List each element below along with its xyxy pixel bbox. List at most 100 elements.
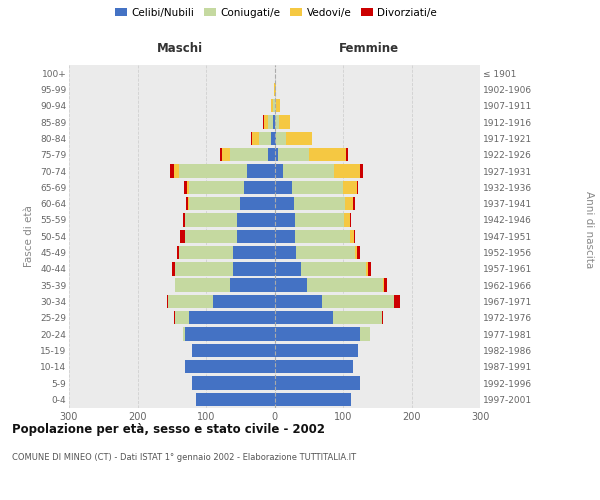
- Text: Femmine: Femmine: [339, 42, 399, 54]
- Text: COMUNE DI MINEO (CT) - Dati ISTAT 1° gennaio 2002 - Elaborazione TUTTITALIA.IT: COMUNE DI MINEO (CT) - Dati ISTAT 1° gen…: [12, 452, 356, 462]
- Bar: [247, 164, 275, 177]
- Bar: [275, 311, 333, 324]
- Bar: [334, 164, 360, 177]
- Bar: [354, 230, 355, 243]
- Bar: [275, 214, 295, 226]
- Bar: [268, 116, 273, 129]
- Bar: [383, 278, 384, 292]
- Bar: [275, 132, 276, 145]
- Bar: [220, 148, 222, 162]
- Bar: [275, 180, 292, 194]
- Bar: [183, 214, 185, 226]
- Bar: [275, 376, 360, 390]
- Bar: [189, 180, 244, 194]
- Bar: [268, 148, 275, 162]
- Bar: [276, 99, 280, 112]
- Bar: [271, 99, 273, 112]
- Bar: [346, 148, 348, 162]
- Bar: [175, 311, 189, 324]
- Bar: [356, 180, 358, 194]
- Bar: [175, 262, 233, 276]
- Bar: [344, 214, 350, 226]
- Bar: [271, 132, 275, 145]
- Bar: [275, 99, 276, 112]
- Bar: [358, 246, 360, 259]
- Bar: [283, 164, 334, 177]
- Bar: [276, 132, 286, 145]
- Bar: [275, 116, 279, 129]
- Bar: [296, 246, 355, 259]
- Bar: [193, 376, 275, 390]
- Bar: [167, 295, 169, 308]
- Bar: [365, 262, 368, 276]
- Bar: [185, 214, 237, 226]
- Bar: [170, 164, 174, 177]
- Bar: [179, 164, 247, 177]
- Bar: [360, 164, 363, 177]
- Bar: [263, 116, 268, 129]
- Bar: [274, 83, 275, 96]
- Bar: [322, 295, 394, 308]
- Legend: Celibi/Nubili, Coniugati/e, Vedovi/e, Divorziati/e: Celibi/Nubili, Coniugati/e, Vedovi/e, Di…: [115, 8, 437, 18]
- Bar: [355, 246, 358, 259]
- Bar: [293, 197, 345, 210]
- Bar: [251, 132, 252, 145]
- Bar: [177, 246, 179, 259]
- Bar: [184, 180, 187, 194]
- Bar: [278, 148, 309, 162]
- Bar: [275, 344, 358, 357]
- Bar: [384, 278, 387, 292]
- Bar: [185, 360, 275, 374]
- Bar: [275, 197, 293, 210]
- Bar: [188, 197, 189, 210]
- Bar: [179, 246, 233, 259]
- Bar: [360, 328, 370, 341]
- Bar: [196, 392, 275, 406]
- Bar: [233, 246, 275, 259]
- Bar: [230, 148, 268, 162]
- Bar: [345, 197, 353, 210]
- Bar: [275, 328, 360, 341]
- Bar: [233, 262, 275, 276]
- Bar: [185, 328, 275, 341]
- Bar: [172, 262, 175, 276]
- Bar: [295, 230, 350, 243]
- Bar: [309, 148, 346, 162]
- Bar: [174, 164, 179, 177]
- Bar: [275, 148, 278, 162]
- Bar: [275, 360, 353, 374]
- Bar: [350, 214, 351, 226]
- Bar: [275, 295, 322, 308]
- Text: Popolazione per età, sesso e stato civile - 2002: Popolazione per età, sesso e stato civil…: [12, 422, 325, 436]
- Bar: [187, 180, 189, 194]
- Bar: [382, 311, 383, 324]
- Bar: [193, 344, 275, 357]
- Text: Maschi: Maschi: [157, 42, 203, 54]
- Bar: [275, 392, 351, 406]
- Bar: [244, 180, 275, 194]
- Bar: [252, 132, 259, 145]
- Bar: [273, 99, 275, 112]
- Bar: [301, 262, 365, 276]
- Bar: [275, 83, 276, 96]
- Bar: [273, 116, 275, 129]
- Bar: [184, 328, 185, 341]
- Bar: [175, 278, 230, 292]
- Bar: [286, 132, 312, 145]
- Bar: [237, 230, 275, 243]
- Bar: [186, 197, 188, 210]
- Bar: [222, 148, 230, 162]
- Bar: [230, 278, 275, 292]
- Bar: [275, 164, 283, 177]
- Bar: [240, 197, 275, 210]
- Bar: [174, 311, 175, 324]
- Bar: [343, 180, 356, 194]
- Bar: [185, 230, 237, 243]
- Bar: [368, 262, 371, 276]
- Bar: [275, 230, 295, 243]
- Bar: [333, 311, 382, 324]
- Bar: [279, 116, 290, 129]
- Bar: [275, 278, 307, 292]
- Bar: [307, 278, 383, 292]
- Bar: [189, 197, 240, 210]
